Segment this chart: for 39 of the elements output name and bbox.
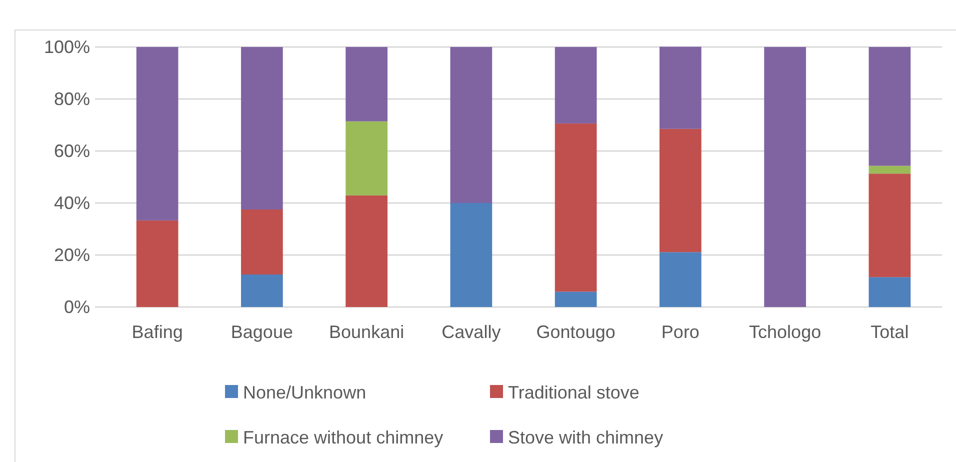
x-tick-label: Gontougo: [536, 322, 616, 342]
bar: [241, 47, 283, 210]
y-tick-label: 100%: [44, 36, 90, 57]
x-tick-label: Bagoue: [230, 322, 293, 342]
x-tick-label: Total: [870, 322, 909, 342]
bar: [554, 292, 597, 307]
bar: [660, 128, 702, 252]
bar: [241, 274, 283, 307]
y-tick-label: 20%: [54, 244, 90, 265]
bar: [136, 220, 178, 307]
bar: [764, 47, 806, 307]
x-tick-label: Tchologo: [749, 322, 822, 342]
bar: [346, 195, 388, 307]
y-tick-label: 40%: [54, 192, 90, 213]
bar: [241, 210, 283, 274]
legend-label: Stove with chimney: [508, 427, 664, 448]
x-tick-label: Poro: [661, 322, 700, 342]
y-tick-label: 0%: [64, 296, 90, 317]
y-tick-label: 80%: [54, 88, 90, 109]
bar: [554, 123, 597, 292]
legend-label: None/Unknown: [243, 382, 366, 402]
bar: [868, 277, 911, 307]
x-tick-label: Cavally: [442, 322, 501, 342]
bar: [868, 166, 911, 174]
bar: [346, 47, 388, 122]
legend-label: Traditional stove: [508, 382, 640, 402]
bar: [136, 47, 178, 220]
bar: [554, 47, 597, 124]
bar: [660, 46, 702, 129]
bar: [660, 252, 702, 307]
bar: [868, 174, 911, 278]
x-tick-label: Bafing: [132, 322, 183, 342]
bar: [450, 47, 492, 203]
x-tick-label: Bounkani: [329, 322, 404, 342]
bar: [868, 47, 911, 166]
bar: [450, 203, 492, 307]
legend-label: Furnace without chimney: [243, 427, 444, 448]
bar: [346, 121, 388, 196]
y-tick-label: 60%: [54, 140, 90, 161]
